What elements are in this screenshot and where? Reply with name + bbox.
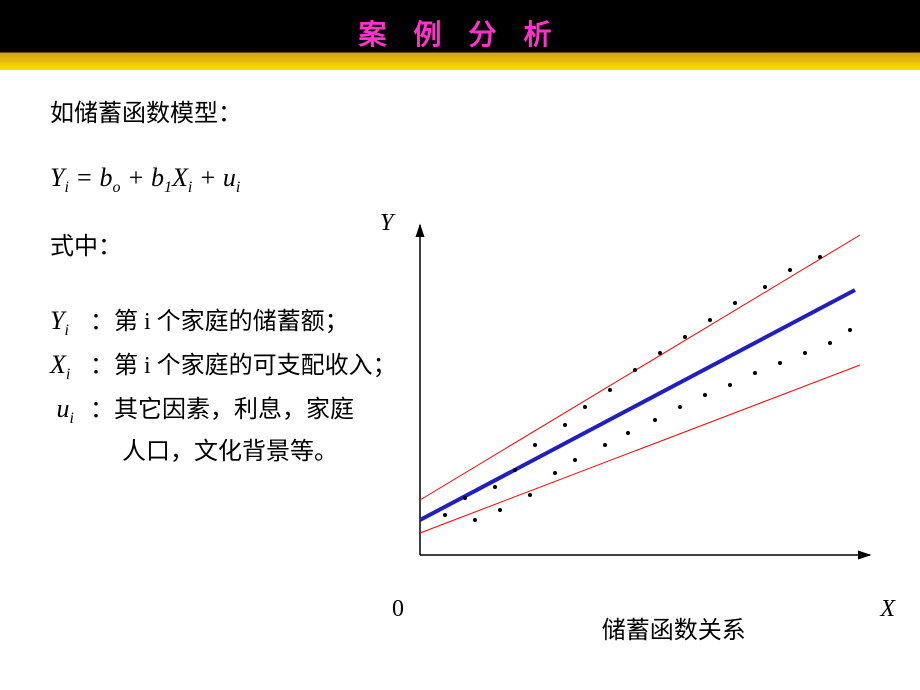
def-x-text: ：第 i 个家庭的可支配收入； [90, 348, 397, 384]
def-y-text: ：第 i 个家庭的储蓄额； [90, 304, 349, 340]
x-axis-label: X [880, 596, 895, 623]
formula-Y: Y [50, 163, 64, 192]
def-u-text: ：其它因素，利息，家庭 [90, 392, 354, 428]
formula-plus1: + [120, 163, 151, 192]
def-u-symbol: ui [50, 389, 90, 431]
formula-eq: = [69, 163, 100, 192]
scatter-chart: Y 0 X 储蓄函数关系 [410, 215, 880, 615]
formula-u: u [223, 163, 236, 192]
def-y-symbol: Yi [50, 301, 90, 343]
formula-plus2: + [192, 163, 223, 192]
formula-ui: i [236, 180, 240, 197]
slide-title: 案 例 分 析 [358, 13, 561, 53]
header: 案 例 分 析 [0, 0, 920, 70]
formula-b1sub: 1 [164, 180, 172, 197]
intro-text: 如储蓄函数模型： [50, 95, 870, 133]
origin-label: 0 [392, 596, 404, 623]
chart-svg [410, 215, 880, 585]
formula: Yi = bo + b1Xi + ui [50, 163, 870, 197]
chart-caption: 储蓄函数关系 [602, 610, 746, 645]
def-x-symbol: Xi [50, 345, 90, 387]
formula-b0: b [99, 163, 112, 192]
formula-b1: b [151, 163, 164, 192]
y-axis-label: Y [380, 210, 393, 237]
formula-X: X [172, 163, 188, 192]
content-area: 如储蓄函数模型： Yi = bo + b1Xi + ui 式中： Yi ：第 i… [0, 70, 920, 495]
